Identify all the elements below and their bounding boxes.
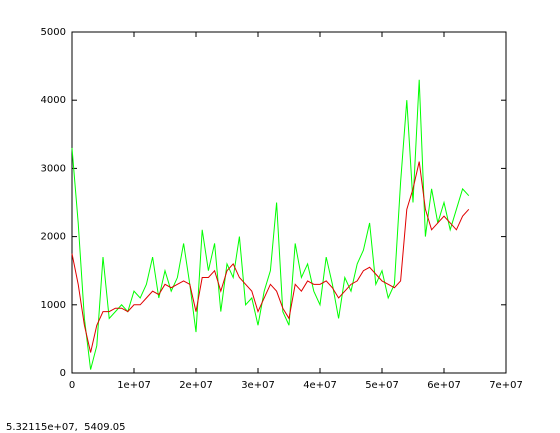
y-tick-label: 3000 xyxy=(41,163,66,174)
status-text: 5.32115e+07, 5409.05 xyxy=(6,422,126,433)
plot-frame xyxy=(71,31,507,374)
x-tick-label: 4e+07 xyxy=(303,380,337,391)
x-tick-label: 0 xyxy=(69,380,75,391)
x-tick-label: 1e+07 xyxy=(117,380,151,391)
x-tick-label: 7e+07 xyxy=(489,380,523,391)
y-tick-label: 4000 xyxy=(41,95,66,106)
y-tick-label: 2000 xyxy=(41,232,66,243)
x-tick-label: 3e+07 xyxy=(241,380,275,391)
data-line xyxy=(71,161,470,353)
y-tick-label: 5000 xyxy=(41,27,66,38)
x-tick-label: 2e+07 xyxy=(179,380,213,391)
y-tick-label: 1000 xyxy=(41,300,66,311)
x-tick-label: 6e+07 xyxy=(427,380,461,391)
x-tick-label: 5e+07 xyxy=(365,380,399,391)
data-line xyxy=(71,79,470,370)
y-tick-label: 0 xyxy=(60,368,66,379)
